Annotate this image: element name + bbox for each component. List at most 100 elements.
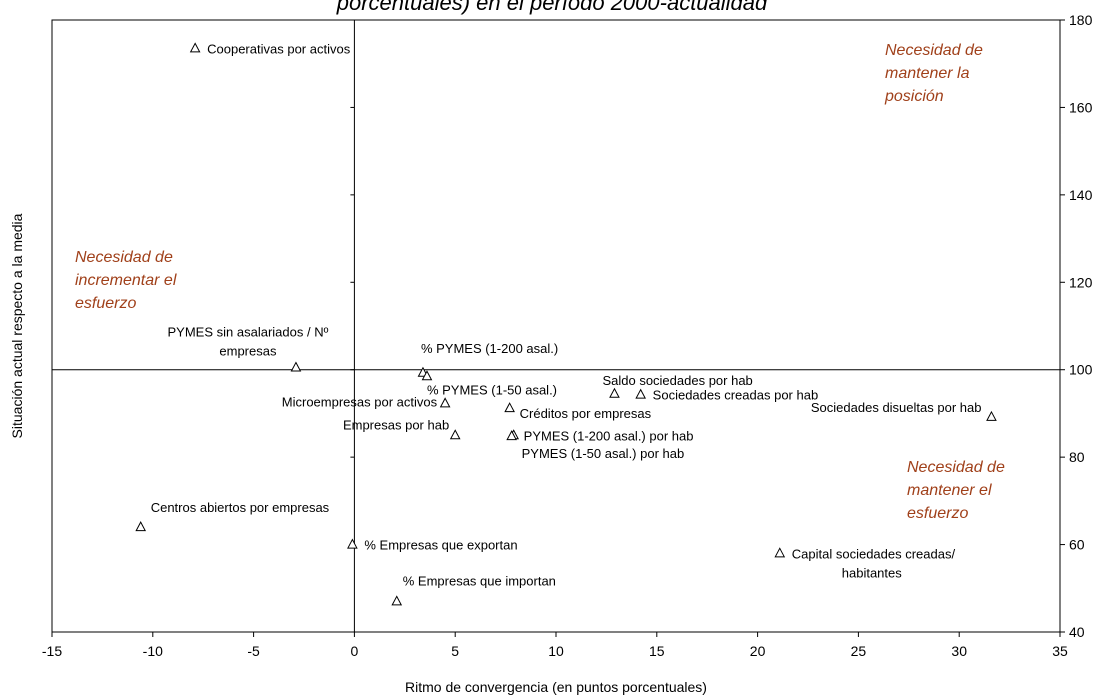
x-tick-label: -5	[247, 643, 260, 659]
data-point-label: Microempresas por activos	[282, 394, 438, 409]
triangle-marker	[290, 361, 302, 372]
x-tick-label: -15	[42, 643, 62, 659]
data-point-label-line: Empresas por hab	[343, 417, 449, 432]
data-point-label-line: Saldo sociedades por hab	[602, 373, 752, 388]
triangle-marker	[347, 538, 358, 549]
quadrant-label-line: incrementar el	[75, 272, 177, 289]
data-point: Sociedades creadas por hab	[635, 388, 819, 403]
data-point-label-line: Sociedades disueltas por hab	[811, 400, 982, 415]
triangle-marker	[504, 402, 515, 413]
y-tick-label: 40	[1069, 624, 1085, 640]
triangle-marker	[774, 547, 786, 558]
data-point: Sociedades disueltas por hab	[811, 400, 997, 421]
data-point-label: % Empresas que exportan	[364, 538, 517, 553]
data-point-label-line: % Empresas que importan	[403, 573, 556, 588]
data-point-label: PYMES (1-200 asal.) por hab	[524, 428, 694, 443]
data-point-label-line: Sociedades creadas por hab	[653, 388, 819, 403]
data-point-label: Empresas por hab	[343, 417, 449, 432]
data-point-label: Capital sociedades creadas/habitantes	[792, 546, 956, 580]
quadrant-label: Necesidad de mantener la posición	[884, 42, 983, 105]
data-point: % PYMES (1-50 asal.)	[421, 370, 557, 397]
x-axis-label: Ritmo de convergencia (en puntos porcent…	[405, 679, 707, 695]
data-point: PYMES (1-50 asal.) por hab	[506, 430, 685, 461]
quadrant-label-line: Necesidad de	[885, 42, 983, 59]
quadrant-label: Necesidad de incrementar el esfuerzo	[75, 249, 177, 312]
data-point-label: PYMES (1-50 asal.) por hab	[522, 446, 685, 461]
triangle-marker	[609, 387, 620, 398]
data-point-label: % PYMES (1-50 asal.)	[427, 382, 557, 397]
data-point-label-line: % Empresas que exportan	[364, 538, 517, 553]
data-point: PYMES sin asalariados / Nº empresas	[168, 325, 329, 372]
triangle-marker	[986, 410, 997, 421]
data-point-label-line: empresas	[219, 344, 277, 359]
data-point-label: % PYMES (1-200 asal.)	[421, 341, 558, 356]
data-point-label: Créditos por empresas	[520, 406, 652, 421]
data-point-label-line: PYMES sin asalariados / Nº	[168, 325, 329, 340]
data-point: Microempresas por activos	[282, 394, 451, 409]
data-point: Créditos por empresas	[504, 402, 652, 421]
data-point-label: Cooperativas por activos	[207, 41, 351, 56]
data-point: % PYMES (1-200 asal.)	[417, 341, 558, 377]
data-point-label-line: Centros abiertos por empresas	[151, 500, 330, 515]
triangle-marker	[635, 388, 647, 399]
data-point: Centros abiertos por empresas	[135, 500, 330, 532]
data-point-label-line: PYMES (1-200 asal.) por hab	[524, 428, 694, 443]
quadrant-label-line: posición	[884, 88, 944, 105]
y-tick-label: 160	[1069, 99, 1093, 115]
y-tick-label: 140	[1069, 187, 1093, 203]
data-point-label: Centros abiertos por empresas	[151, 500, 330, 515]
x-tick-label: 35	[1052, 643, 1068, 659]
triangle-marker	[439, 397, 451, 408]
data-point-label-line: % PYMES (1-50 asal.)	[427, 382, 557, 397]
data-point: Cooperativas por activos	[189, 41, 351, 56]
quadrant-label: Necesidad de mantener el esfuerzo	[907, 459, 1005, 522]
data-point: Empresas por hab	[343, 417, 461, 440]
data-point: PYMES (1-200 asal.) por hab	[508, 428, 694, 443]
x-tick-label: 20	[750, 643, 766, 659]
x-tick-label: 30	[951, 643, 967, 659]
quadrant-label-line: Necesidad de	[907, 459, 1005, 476]
quadrant-label-line: esfuerzo	[75, 295, 136, 312]
x-tick-label: 15	[649, 643, 665, 659]
triangle-marker	[391, 595, 403, 606]
y-tick-label: 120	[1069, 274, 1093, 290]
chart-title: porcentuales) en el período 2000-actuali…	[336, 0, 768, 15]
data-point-label-line: Créditos por empresas	[520, 406, 652, 421]
y-tick-label: 180	[1069, 12, 1093, 28]
data-point-label: % Empresas que importan	[403, 573, 556, 588]
y-axis-ticks: 40 60 80 100 120 140 160 180	[350, 12, 1093, 640]
data-point-label-line: Cooperativas por activos	[207, 41, 351, 56]
data-point-label: PYMES sin asalariados / Nº empresas	[168, 325, 329, 359]
data-point: % Empresas que exportan	[347, 538, 518, 553]
data-point-label-line: Capital sociedades creadas/	[792, 546, 956, 561]
data-point-label: Saldo sociedades por hab	[602, 373, 752, 388]
y-tick-label: 80	[1069, 449, 1085, 465]
reference-lines	[52, 20, 1060, 632]
triangle-marker	[506, 430, 517, 441]
data-point-label-line: PYMES (1-50 asal.) por hab	[522, 446, 685, 461]
data-points: Cooperativas por activos PYMES sin asalar…	[135, 41, 997, 606]
quadrant-label-line: mantener la	[885, 65, 970, 82]
y-axis-label: Situación actual respecto a la media	[9, 213, 25, 438]
data-point: % Empresas que importan	[391, 573, 556, 606]
data-point-label-line: habitantes	[842, 565, 902, 580]
data-point-label: Sociedades creadas por hab	[653, 388, 819, 403]
data-point-label-line: Microempresas por activos	[282, 394, 438, 409]
y-tick-label: 100	[1069, 362, 1093, 378]
quadrant-label-line: Necesidad de	[75, 249, 173, 266]
data-point: Capital sociedades creadas/habitantes	[774, 546, 956, 580]
data-point-label-line: % PYMES (1-200 asal.)	[421, 341, 558, 356]
triangle-marker	[421, 370, 433, 381]
triangle-marker	[449, 429, 461, 440]
data-point: Saldo sociedades por hab	[602, 373, 753, 398]
quadrant-label-line: mantener el	[907, 482, 992, 499]
triangle-marker	[135, 521, 147, 532]
x-tick-label: 5	[451, 643, 459, 659]
x-axis-ticks: -15 -10 -5 0 5 10 15 20 25 30 35	[42, 632, 1068, 659]
triangle-marker	[189, 42, 201, 53]
quadrant-labels: Necesidad de mantener la posiciónNecesidad…	[75, 42, 1005, 522]
x-tick-label: 10	[548, 643, 564, 659]
data-point-label: Sociedades disueltas por hab	[811, 400, 982, 415]
x-tick-label: 0	[351, 643, 359, 659]
